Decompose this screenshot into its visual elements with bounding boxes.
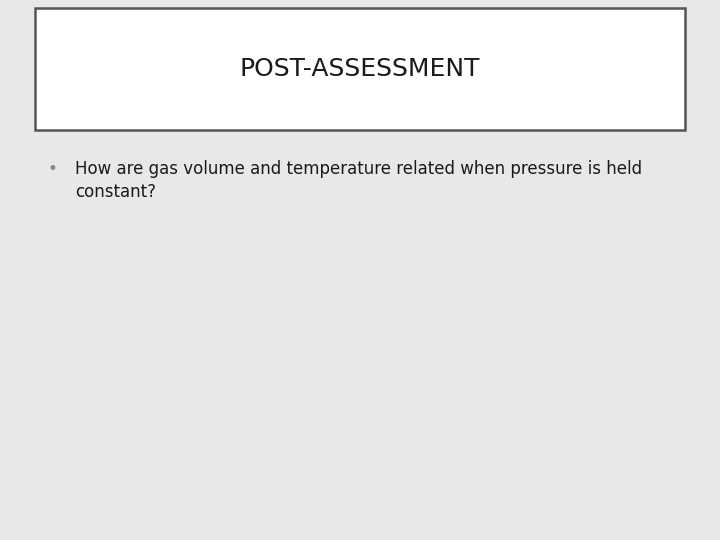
FancyBboxPatch shape — [35, 8, 685, 130]
Text: POST-ASSESSMENT: POST-ASSESSMENT — [240, 57, 480, 81]
Text: constant?: constant? — [75, 183, 156, 201]
Text: How are gas volume and temperature related when pressure is held: How are gas volume and temperature relat… — [75, 160, 642, 178]
Text: •: • — [47, 160, 57, 178]
